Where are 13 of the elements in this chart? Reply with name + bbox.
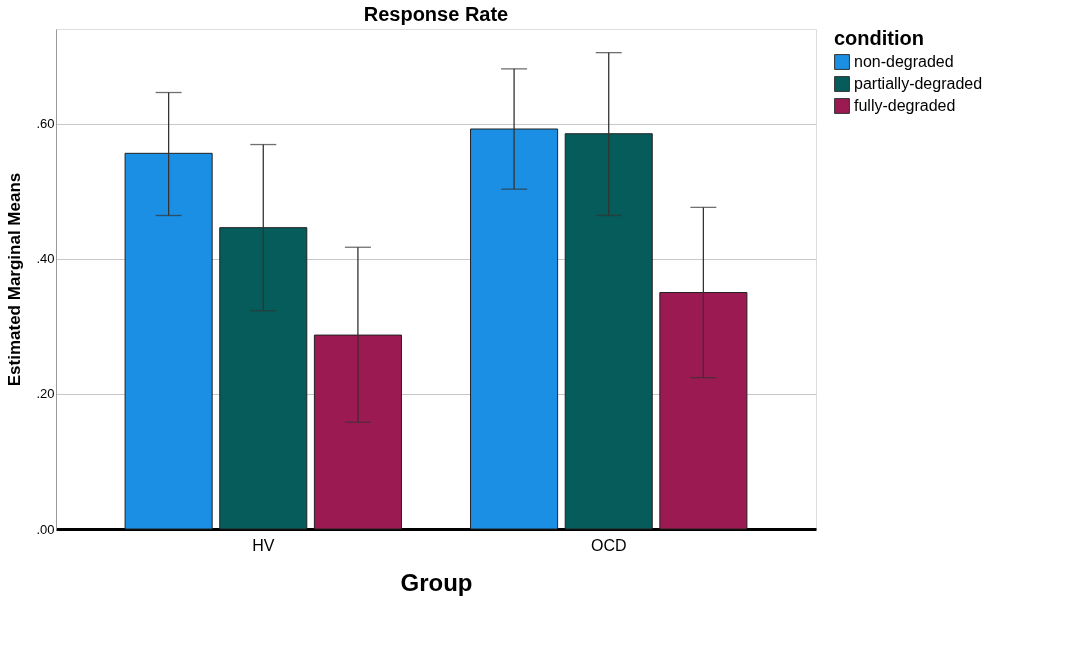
x-axis-title: Group [400, 568, 473, 596]
legend-title: condition [834, 27, 924, 49]
y-axis-title: Estimated Marginal Means [5, 172, 25, 387]
x-tick-label: HV [252, 536, 275, 554]
y-tick-label: .00 [36, 521, 55, 537]
y-tick-label: .60 [36, 116, 55, 132]
chart-title: Response Rate [363, 3, 509, 25]
x-tick-label: OCD [590, 536, 627, 554]
legend-label: partially-degraded [854, 75, 983, 92]
legend-label: fully-degraded [854, 97, 956, 114]
y-tick-label: .40 [36, 251, 55, 267]
y-tick-label: .20 [36, 386, 55, 402]
legend-label: non-degraded [854, 53, 954, 70]
